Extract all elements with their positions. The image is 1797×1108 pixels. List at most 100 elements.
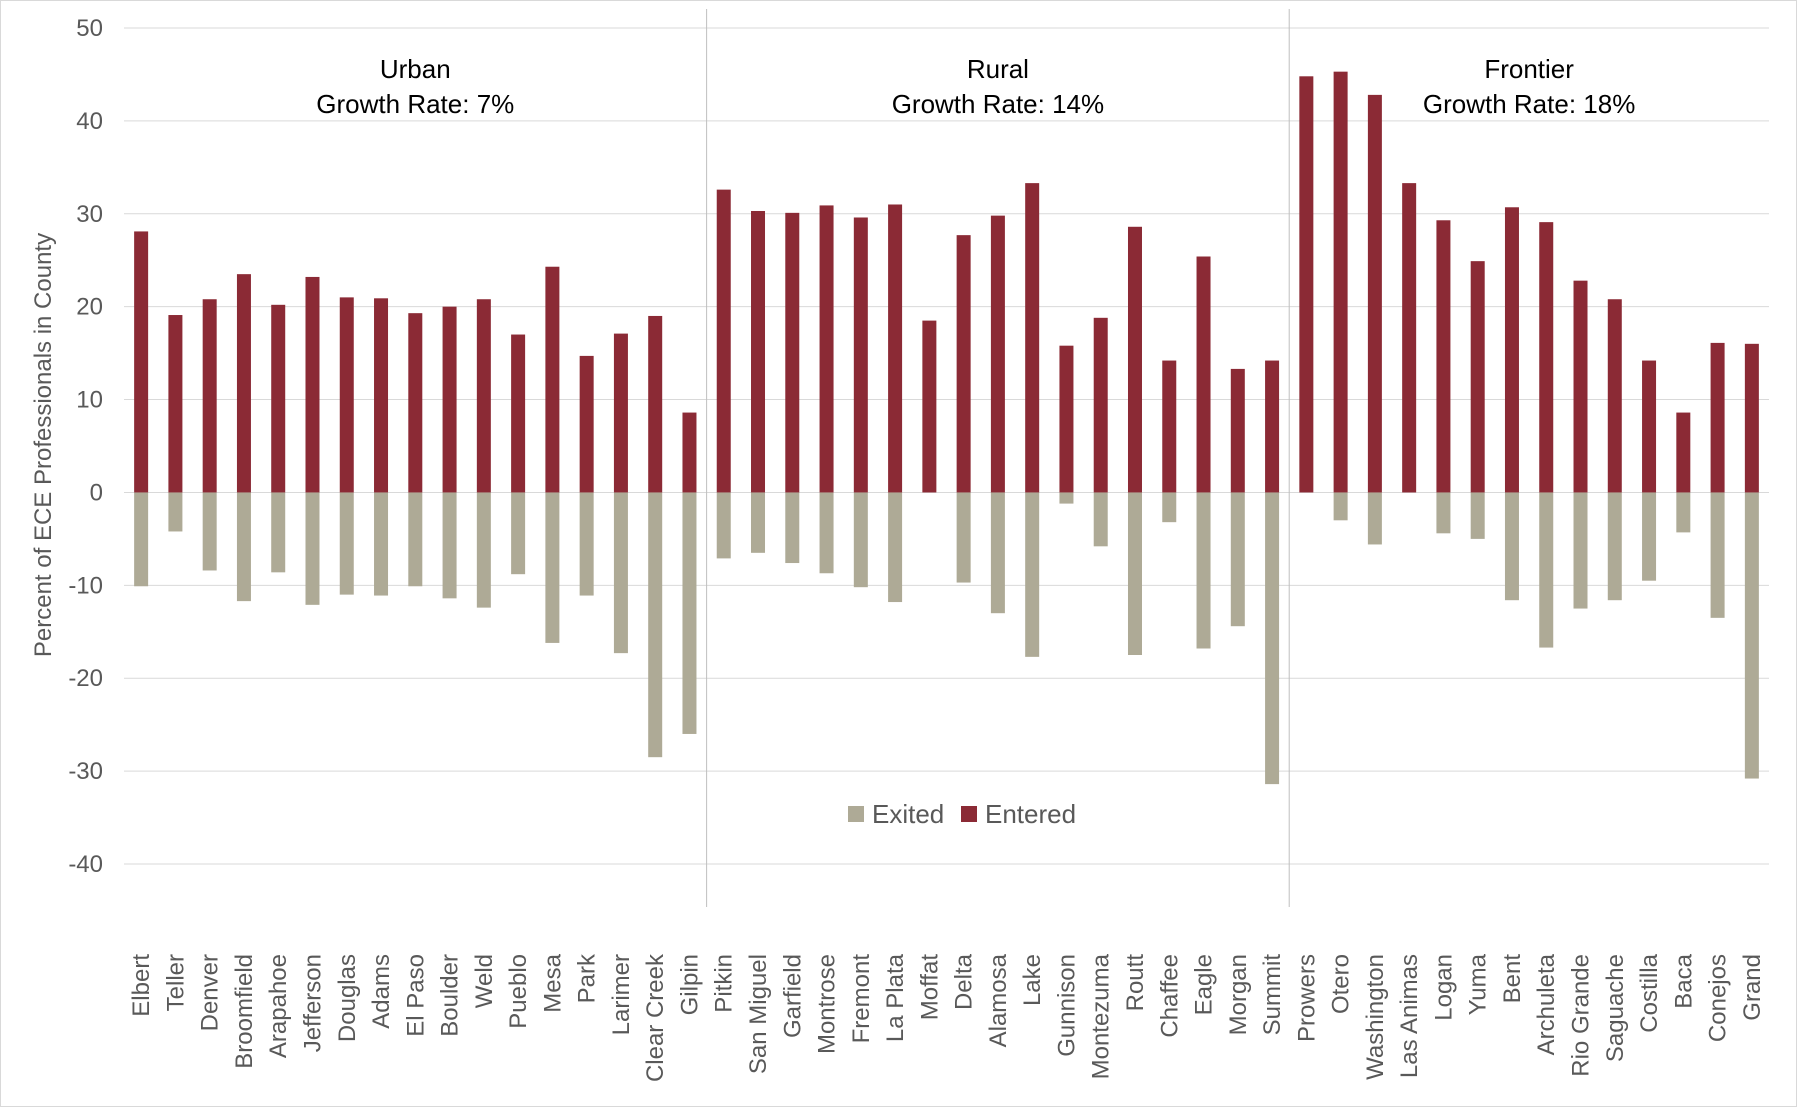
x-category-label: Archuleta [1533,953,1560,1055]
bar-exited [374,492,389,596]
bar-exited [134,492,149,587]
x-category-label: Saguache [1602,954,1629,1062]
bar-entered [922,320,937,493]
bar-entered [1539,222,1554,493]
bar-exited [271,492,286,573]
bar-exited [476,492,491,608]
bar-entered [1196,256,1211,493]
legend-swatch-entered [961,806,977,822]
bar-entered [168,315,183,493]
group-separators [706,9,1290,907]
bar-entered [1642,360,1657,493]
bar-exited [888,492,903,603]
bar-exited [648,492,663,758]
legend: Exited Entered [848,799,1076,829]
bar-entered [990,215,1005,493]
bar-exited [579,492,594,596]
x-category-label: Morgan [1225,954,1252,1035]
bar-exited [751,492,766,553]
bar-exited [1127,492,1142,655]
group-title: Urban [380,54,451,84]
bar-exited [442,492,457,599]
x-category-label: Mesa [539,953,566,1012]
x-category-label: Summit [1259,954,1286,1036]
x-category-label: Clear Creek [642,953,669,1082]
bar-exited [511,492,526,575]
bar-entered [408,313,423,493]
x-category-label: Alamosa [985,953,1012,1047]
bar-exited [1196,492,1211,649]
bar-exited [1710,492,1725,618]
bar-entered [819,205,834,493]
bar-exited [1367,492,1382,545]
bar-exited [785,492,800,564]
bar-entered [1059,345,1074,493]
y-axis-ticks: 50 40 30 20 10 0 -10 -20 -30 -40 [68,15,103,878]
bar-exited [1676,492,1691,533]
x-category-label: Prowers [1293,954,1320,1042]
bar-exited [408,492,423,587]
x-category-label: Pueblo [505,954,532,1029]
bar-exited [956,492,971,583]
x-category-label: Routt [1122,954,1149,1012]
x-category-label: Baca [1670,953,1697,1008]
x-category-label: Lake [1019,954,1046,1006]
x-category-label: Arapahoe [265,954,292,1058]
x-category-label: Elbert [128,954,155,1017]
group-growth-rate: Growth Rate: 7% [316,89,514,119]
group-title: Frontier [1484,54,1574,84]
x-category-label: Pitkin [711,954,738,1013]
x-category-label: Costilla [1636,953,1663,1032]
bar-entered [1744,343,1759,493]
bar-exited [1642,492,1657,581]
bar-entered [1333,71,1348,493]
bar-entered [1367,94,1382,493]
x-category-label: Montrose [814,954,841,1054]
bar-exited [339,492,354,595]
group-labels: Urban Growth Rate: 7% Rural Growth Rate: 14… [316,54,1635,119]
x-category-label: Garfield [779,954,806,1038]
y-tick-label: 40 [76,108,103,135]
bar-exited [853,492,868,588]
bar-entered [442,306,457,493]
bar-entered [613,333,628,493]
bar-entered [785,212,800,493]
x-category-label: Douglas [334,954,361,1042]
y-tick-label: 50 [76,15,103,42]
group-title: Rural [967,54,1029,84]
y-tick-label: -20 [68,665,103,692]
legend-swatch-exited [848,806,864,822]
x-category-label: Las Animas [1396,954,1423,1078]
bar-entered [751,210,766,493]
x-category-label: Bent [1499,954,1526,1004]
bar-entered [1470,261,1485,493]
bar-entered [682,412,697,493]
bar-entered [1127,226,1142,493]
bar-exited [819,492,834,574]
x-category-label: Jefferson [299,954,326,1052]
x-category-label: La Plata [882,953,909,1042]
x-category-label: Rio Grande [1568,954,1595,1077]
bar-entered [1162,360,1177,493]
x-category-label: Weld [471,954,498,1008]
bar-exited [1162,492,1177,523]
bar-exited [1607,492,1622,601]
y-tick-label: -30 [68,758,103,785]
y-tick-label: 10 [76,387,103,414]
x-category-label: Teller [162,954,189,1011]
bar-entered [1265,360,1280,493]
x-category-label: Boulder [437,954,464,1037]
y-axis-title: Percent of ECE Professionals in County [30,233,57,657]
bar-exited [1573,492,1588,609]
x-category-label: Moffat [916,954,943,1021]
bar-exited [1504,492,1519,601]
bar-exited [1333,492,1348,521]
bars [134,71,1759,785]
bar-entered [339,297,354,493]
bar-exited [1539,492,1554,648]
x-category-label: Otero [1328,954,1355,1014]
x-category-label: Yuma [1465,953,1492,1015]
bar-entered [888,204,903,493]
